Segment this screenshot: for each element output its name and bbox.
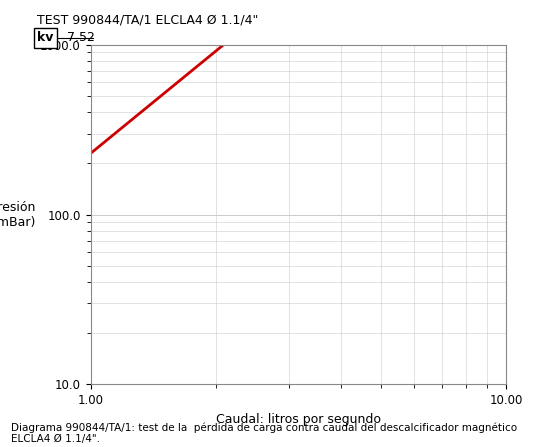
Text: Diagrama 990844/TA/1: test de la  pérdida de carga contra caudal del descalcific: Diagrama 990844/TA/1: test de la pérdida… xyxy=(11,422,517,433)
Text: kv: kv xyxy=(37,31,54,45)
Text: ELCLA4 Ø 1.1/4".: ELCLA4 Ø 1.1/4". xyxy=(11,434,100,443)
Y-axis label: Presión
(mBar): Presión (mBar) xyxy=(0,201,37,228)
X-axis label: Caudal: litros por segundo: Caudal: litros por segundo xyxy=(216,413,381,426)
Text: TEST 990844/TA/1 ELCLA4 Ø 1.1/4": TEST 990844/TA/1 ELCLA4 Ø 1.1/4" xyxy=(37,13,259,26)
Text: 7.52: 7.52 xyxy=(67,31,94,45)
